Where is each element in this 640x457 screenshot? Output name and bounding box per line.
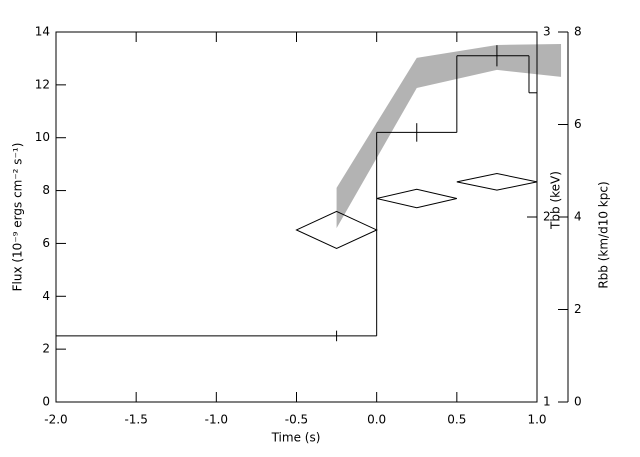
radius-band (336, 44, 562, 229)
y-tick-label: 12 (35, 77, 50, 91)
y3-tick-label: 6 (574, 117, 582, 131)
y3-tick-label: 4 (574, 210, 582, 224)
x-tick-label: -0.5 (285, 413, 308, 427)
y-tick-label: 0 (42, 395, 50, 409)
y2-tick-label: 3 (543, 25, 551, 39)
x-tick-label: -1.5 (124, 413, 147, 427)
y-tick-label: 10 (35, 130, 50, 144)
y-tick-label: 2 (42, 342, 50, 356)
y-tick-label: 4 (42, 289, 50, 303)
x-tick-label: 1.0 (527, 413, 546, 427)
x-axis-label: Time (s) (271, 431, 321, 445)
temperature-diamond (376, 188, 457, 209)
y2-tick-label: 1 (543, 395, 551, 409)
y3-tick-label: 2 (574, 302, 582, 316)
temperature-diamond (295, 210, 378, 250)
y3-tick-label: 0 (574, 395, 582, 409)
x-tick-label: -2.0 (44, 413, 67, 427)
y-axis-label: Flux (10⁻⁹ ergs cm⁻² s⁻¹) (11, 143, 25, 292)
x-tick-label: 0.0 (367, 413, 386, 427)
y3-axis-label: Rbb (km/d10 kpc) (597, 181, 611, 288)
x-tick-label: 0.5 (447, 413, 466, 427)
x-tick-label: -1.0 (205, 413, 228, 427)
y2-axis-label: Tbb (keV) (549, 171, 563, 230)
y-tick-label: 6 (42, 236, 50, 250)
y-tick-label: 8 (42, 183, 50, 197)
y2-tick-label: 2 (543, 210, 551, 224)
y3-tick-label: 8 (574, 25, 582, 39)
y-tick-label: 14 (35, 25, 50, 39)
